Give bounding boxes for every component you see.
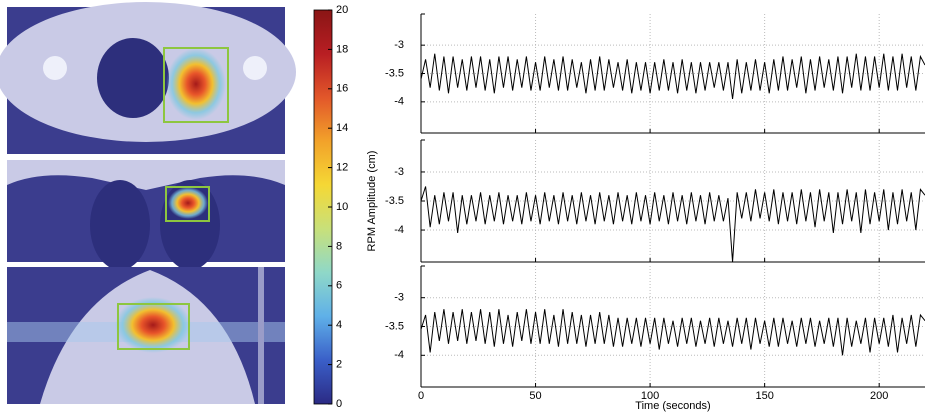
x-tick-label: 0 [418, 390, 424, 402]
ct-coronal [7, 160, 285, 270]
x-tick-label: 150 [755, 390, 773, 402]
y-axis-label: RPM Amplitude (cm) [366, 151, 378, 252]
colorbar-tick-label: 4 [336, 319, 342, 331]
colorbar-tick-label: 14 [336, 122, 348, 134]
colorbar-tick-label: 16 [336, 83, 348, 95]
signal-line [421, 186, 925, 263]
x-tick-label: 50 [529, 390, 541, 402]
colorbar-tick-label: 6 [336, 280, 342, 292]
colorbar-tick-label: 12 [336, 162, 348, 174]
colorbar-tick-label: 10 [336, 201, 348, 213]
colorbar-tick-label: 8 [336, 240, 342, 252]
colorbar-tick-label: 0 [336, 398, 342, 410]
y-tick-label: -3.5 [385, 195, 404, 207]
y-tick-label: -4 [394, 224, 404, 236]
colorbar-tick-label: 18 [336, 43, 348, 55]
y-tick-label: -3 [394, 39, 404, 51]
ct-axial [0, 2, 296, 154]
y-tick-label: -3.5 [385, 320, 404, 332]
signal-line [421, 309, 925, 356]
signal-line [421, 53, 925, 100]
x-axis-label: Time (seconds) [635, 400, 710, 412]
y-tick-label: -3 [394, 292, 404, 304]
y-tick-label: -3 [394, 166, 404, 178]
colorbar-tick-label: 2 [336, 359, 342, 371]
y-tick-label: -4 [394, 349, 404, 361]
y-tick-label: -3.5 [385, 67, 404, 79]
x-tick-label: 200 [870, 390, 888, 402]
x-tick-label: 100 [641, 390, 659, 402]
ct-sagittal [7, 267, 285, 404]
y-tick-label: -4 [394, 96, 404, 108]
colorbar-tick-label: 20 [336, 4, 348, 16]
